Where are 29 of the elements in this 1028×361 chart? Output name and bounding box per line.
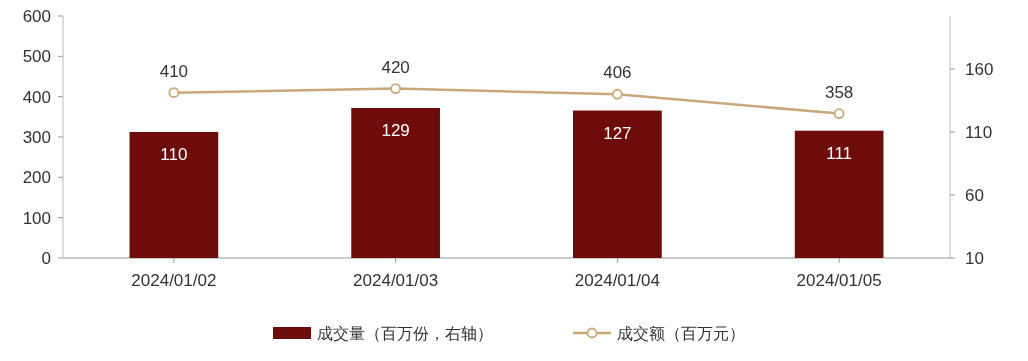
data-label: 111: [826, 143, 853, 163]
point: [168, 87, 180, 99]
x-tick-label: 2024/01/04: [574, 271, 660, 290]
y-tick-label: 200: [22, 168, 51, 188]
y-tick-label: 400: [22, 87, 51, 107]
y2-tick-label: 60: [965, 185, 984, 205]
data-label: 127: [603, 123, 632, 143]
data-label: 129: [381, 121, 410, 141]
data-label: 110: [160, 144, 188, 164]
legend-label: 成交额（百万元）: [617, 324, 745, 342]
data-label: 358: [824, 82, 854, 102]
y2-tick-label: 10: [965, 248, 984, 268]
data-label: 420: [381, 57, 410, 77]
y-tick-label: 300: [22, 127, 51, 147]
point: [390, 83, 402, 94]
x-tick-label: 2024/01/03: [353, 271, 439, 290]
y-tick-label: 600: [22, 6, 51, 26]
y2-tick-label: 160: [965, 59, 994, 79]
point: [611, 88, 623, 100]
y-tick-label: 500: [22, 47, 51, 67]
y-tick-label: 100: [22, 208, 51, 228]
data-label: 410: [159, 61, 189, 81]
point: [833, 108, 845, 120]
y2-tick-label: 110: [965, 122, 993, 142]
x-tick-label: 2024/01/02: [131, 271, 217, 290]
y-tick-label: 0: [41, 248, 51, 268]
data-label: 406: [603, 63, 632, 83]
legend-label: 成交量（百万份，右轴）: [317, 324, 493, 342]
x-tick-label: 2024/01/05: [796, 271, 882, 290]
